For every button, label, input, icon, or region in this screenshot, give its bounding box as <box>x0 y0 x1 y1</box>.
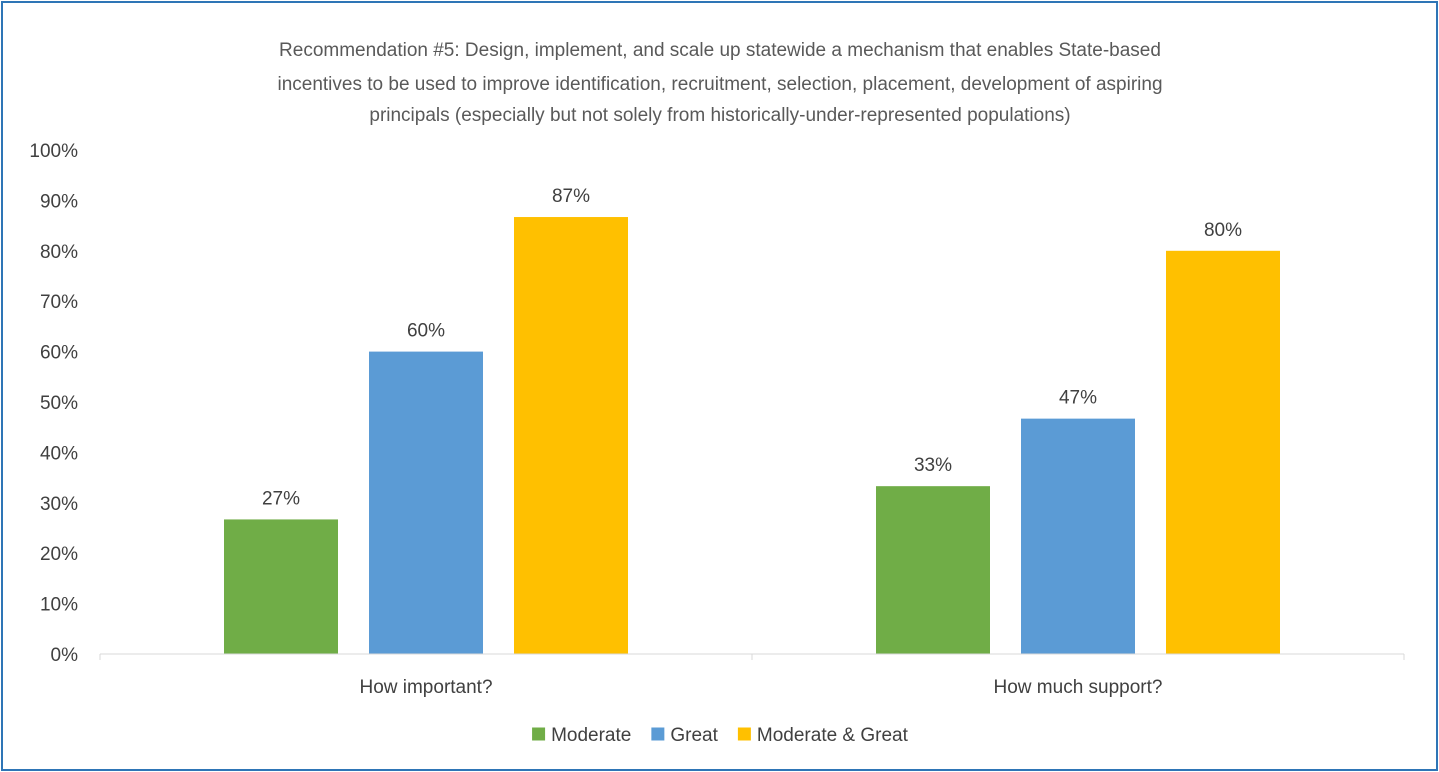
data-label: 33% <box>914 455 952 476</box>
bar <box>514 217 628 655</box>
y-tick-label: 10% <box>40 595 78 616</box>
y-tick-label: 40% <box>40 443 78 464</box>
x-category-label: How important? <box>359 677 492 698</box>
y-tick-label: 90% <box>40 191 78 212</box>
y-tick-label: 0% <box>51 645 79 666</box>
bar <box>224 519 338 654</box>
bar-series: 27% 60% 87% 33% 47% 80% <box>224 186 1280 655</box>
y-tick-label: 100% <box>29 141 78 162</box>
legend-label: Great <box>670 725 718 746</box>
legend-swatch <box>532 727 546 741</box>
bar <box>369 351 483 654</box>
y-tick-label: 50% <box>40 393 78 414</box>
bar <box>1021 418 1135 654</box>
y-tick-label: 20% <box>40 544 78 565</box>
bar <box>1166 250 1280 655</box>
x-category-label: How much support? <box>994 677 1163 698</box>
y-tick-label: 30% <box>40 494 78 515</box>
data-label: 80% <box>1204 220 1242 241</box>
chart-title-line: Recommendation #5: Design, implement, an… <box>279 40 1161 61</box>
legend: Moderate Great Moderate & Great <box>532 725 909 746</box>
y-axis: 0% 10% 20% 30% 40% 50% 60% 70% 80% 90% 100% <box>29 141 78 666</box>
y-tick-label: 80% <box>40 242 78 263</box>
data-label: 60% <box>407 321 445 342</box>
bar <box>876 486 990 654</box>
legend-label: Moderate & Great <box>757 725 909 746</box>
data-label: 27% <box>262 488 300 509</box>
data-label: 87% <box>552 186 590 207</box>
chart-title-line: principals (especially but not solely fr… <box>369 105 1070 126</box>
legend-swatch <box>651 727 665 741</box>
data-label: 47% <box>1059 388 1097 409</box>
y-tick-label: 70% <box>40 292 78 313</box>
legend-label: Moderate <box>551 725 631 746</box>
y-tick-label: 60% <box>40 343 78 364</box>
chart-title: Recommendation #5: Design, implement, an… <box>277 40 1162 126</box>
legend-swatch <box>737 727 751 741</box>
x-axis: How important? How much support? <box>99 653 1405 698</box>
chart-title-line: incentives to be used to improve identif… <box>277 74 1162 95</box>
